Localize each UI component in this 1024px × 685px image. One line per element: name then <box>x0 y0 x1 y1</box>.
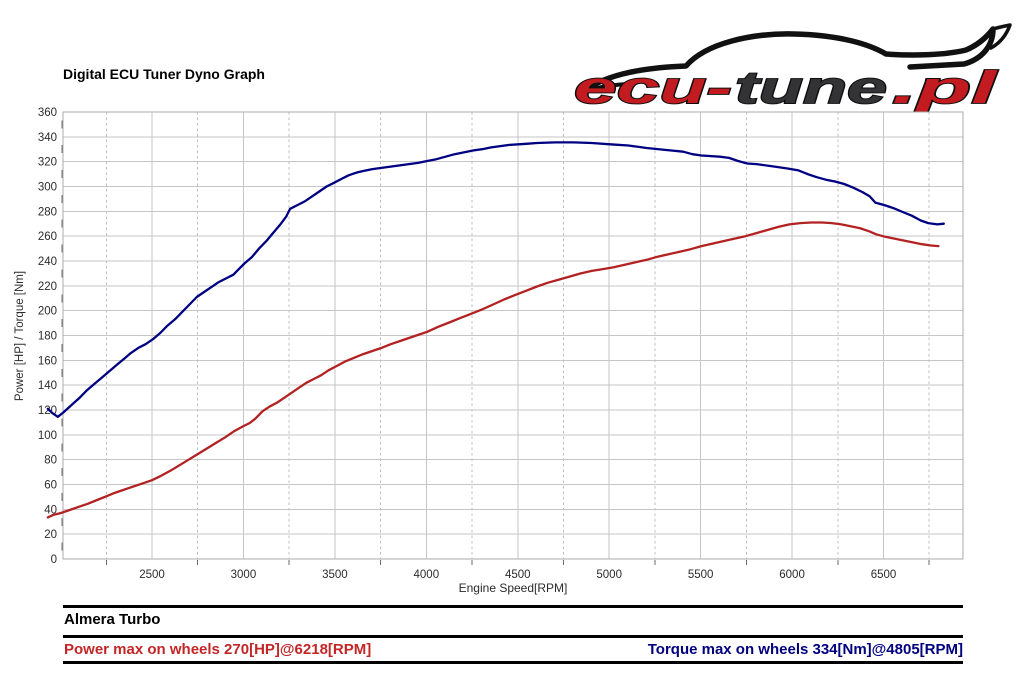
torque-max-label: Torque max on wheels 334[Nm]@4805[RPM] <box>647 641 963 658</box>
y-axis-title: Power [HP] / Torque [Nm] <box>14 270 26 402</box>
x-axis-title: Engine Speed[RPM] <box>458 581 568 595</box>
x-tick-label: 6000 <box>779 569 805 581</box>
y-tick-label: 0 <box>51 554 57 566</box>
x-tick-label: 3500 <box>322 569 348 581</box>
x-tick-label: 4500 <box>505 569 531 581</box>
car-silhouette-icon <box>577 23 1012 97</box>
logo-wordmark: ecu- tune .pl <box>573 61 1000 112</box>
y-tick-label: 80 <box>44 455 57 467</box>
y-tick-label: 220 <box>38 281 57 293</box>
y-tick-label: 260 <box>38 231 57 243</box>
plot-border <box>62 111 964 560</box>
y-tick-label: 280 <box>38 206 57 218</box>
page-title: Digital ECU Tuner Dyno Graph <box>63 66 265 82</box>
vehicle-name: Almera Turbo <box>64 611 161 628</box>
y-tick-label: 320 <box>38 157 57 169</box>
car-front-lip <box>578 82 630 96</box>
logo-text-tune: tune <box>735 62 887 112</box>
x-tick-label: 3000 <box>231 569 257 581</box>
power-max-label: Power max on wheels 270[HP]@6218[RPM] <box>64 641 372 658</box>
y-tick-label: 140 <box>38 380 57 392</box>
y-tick-label: 60 <box>44 480 57 492</box>
y-tick-label: 180 <box>38 331 57 343</box>
power-curve <box>46 221 940 519</box>
y-tick-label: 100 <box>38 430 57 442</box>
y-tick-label: 200 <box>38 306 57 318</box>
y-tick-label: 160 <box>38 355 57 367</box>
y-tick-label: 20 <box>44 529 57 541</box>
y-tick-label: 360 <box>38 107 57 119</box>
footer-divider-bottom <box>63 661 963 664</box>
logo-text-pl: .pl <box>892 62 999 112</box>
x-tick-label: 5000 <box>596 569 622 581</box>
logo-text-ecu: ecu- <box>574 62 732 112</box>
y-tick-label: 300 <box>38 181 57 193</box>
ecu-tune-logo: ecu- tune .pl <box>573 23 1012 112</box>
x-tick-label: 2500 <box>139 569 165 581</box>
footer-divider-middle <box>63 635 963 638</box>
y-tick-label: 340 <box>38 132 57 144</box>
x-tick-label: 4000 <box>414 569 440 581</box>
y-tick-label: 240 <box>38 256 57 268</box>
torque-curve <box>46 141 945 418</box>
car-spoiler <box>989 23 1012 50</box>
y-tick-label: 40 <box>44 504 57 516</box>
x-tick-label: 5500 <box>688 569 714 581</box>
x-tick-label: 6500 <box>871 569 897 581</box>
footer-divider-top <box>63 605 963 608</box>
